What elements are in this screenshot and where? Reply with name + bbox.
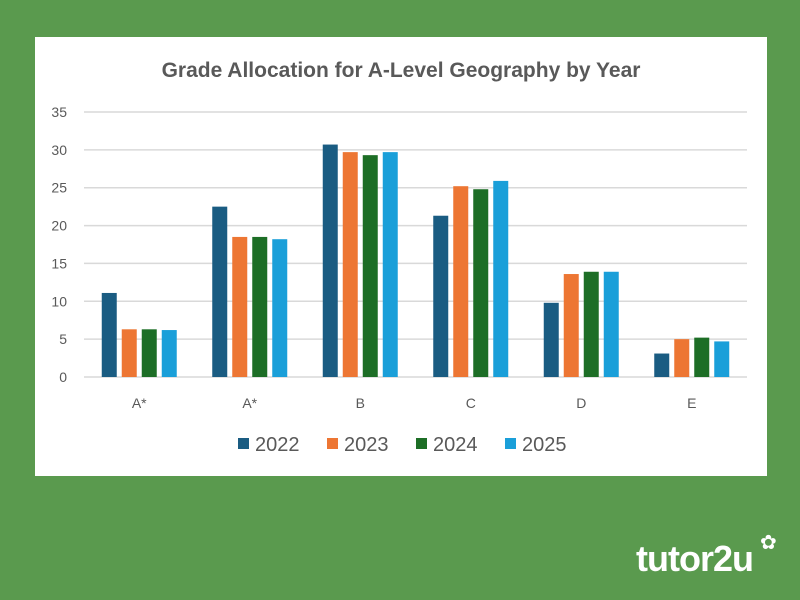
- bar-2025-3: [493, 180, 509, 377]
- y-tick-label: 20: [51, 218, 67, 234]
- y-tick-label: 10: [51, 293, 67, 309]
- legend-label-2025: 2025: [522, 434, 567, 456]
- bar-2024-4: [583, 271, 599, 377]
- legend-label-2024: 2024: [433, 434, 478, 456]
- y-tick-label: 30: [51, 142, 67, 158]
- legend-swatch-2024: [416, 438, 427, 449]
- bar-2024-5: [694, 337, 710, 377]
- x-tick-label: E: [687, 395, 696, 411]
- bar-2023-4: [563, 274, 579, 377]
- bar-2022-5: [654, 353, 670, 377]
- bar-2025-4: [603, 271, 619, 377]
- y-tick-label: 15: [51, 255, 67, 271]
- chart-card: Grade Allocation for A-Level Geography b…: [35, 37, 767, 476]
- bar-2023-5: [674, 339, 690, 377]
- bar-2023-3: [453, 186, 469, 377]
- flower-icon: ✿: [760, 532, 777, 554]
- bar-2025-1: [272, 239, 288, 377]
- legend-swatch-2025: [505, 438, 516, 449]
- bar-2025-0: [161, 330, 177, 377]
- x-tick-label: C: [466, 395, 476, 411]
- bar-2024-3: [473, 189, 489, 377]
- tutor2u-logo: tutor2u: [636, 538, 754, 579]
- bar-2022-0: [101, 292, 117, 377]
- bar-2024-1: [252, 236, 268, 377]
- bar-2024-2: [362, 155, 378, 377]
- bar-2023-1: [232, 236, 248, 377]
- bar-2024-0: [141, 329, 157, 377]
- x-tick-label: B: [356, 395, 365, 411]
- bar-2023-2: [342, 152, 358, 377]
- x-tick-label: D: [576, 395, 586, 411]
- bar-2022-3: [433, 215, 449, 377]
- bar-2025-2: [382, 152, 398, 377]
- legend-swatch-2022: [238, 438, 249, 449]
- legend-label-2022: 2022: [255, 434, 300, 456]
- bar-2025-5: [714, 341, 730, 377]
- y-tick-label: 25: [51, 180, 67, 196]
- legend-label-2023: 2023: [344, 434, 389, 456]
- chart-title: Grade Allocation for A-Level Geography b…: [161, 59, 641, 82]
- bar-2022-1: [212, 206, 228, 377]
- x-tick-label: A*: [242, 395, 257, 411]
- y-tick-label: 0: [59, 369, 67, 385]
- bar-2023-0: [121, 329, 137, 377]
- bar-2022-2: [322, 144, 338, 377]
- y-tick-label: 35: [51, 104, 67, 120]
- legend-swatch-2023: [327, 438, 338, 449]
- y-tick-label: 5: [59, 331, 67, 347]
- x-tick-label: A*: [132, 395, 147, 411]
- bar-2022-4: [543, 302, 559, 377]
